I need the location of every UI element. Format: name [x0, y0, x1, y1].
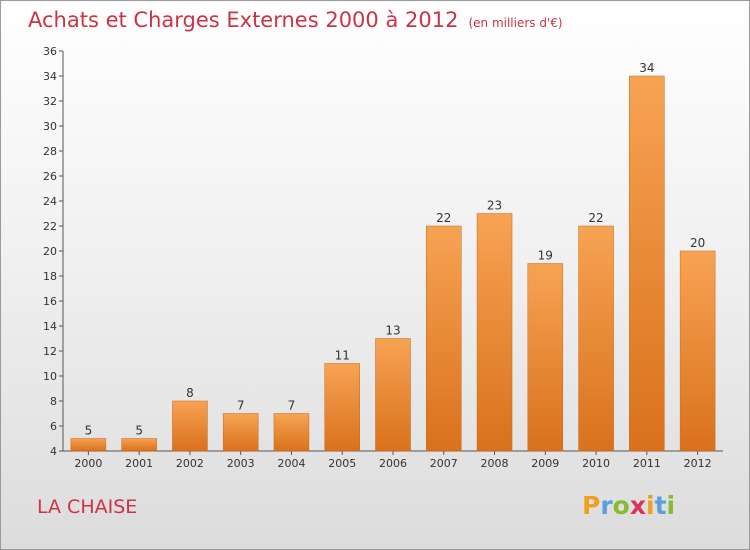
bar-2012 — [679, 250, 716, 452]
y-tick-label: 32 — [43, 95, 57, 108]
value-label-2012: 20 — [690, 236, 705, 250]
bar-2005 — [324, 363, 360, 452]
value-label-2001: 5 — [135, 424, 143, 438]
y-tick-label: 16 — [43, 295, 57, 308]
y-tick-label: 12 — [43, 345, 57, 358]
bar-2002 — [172, 400, 208, 452]
bar-2004 — [273, 413, 310, 452]
chart-bars: 5 5 8 7 7 11 13 22 23 19 22 34 20 — [70, 61, 716, 452]
chart-unit-label: (en milliers d'€) — [468, 16, 563, 30]
bar-2000 — [70, 438, 107, 452]
x-tick-label-2001: 2001 — [125, 457, 153, 470]
x-tick-label-2007: 2007 — [430, 457, 458, 470]
logo-letter: x — [629, 491, 646, 520]
bar-2009 — [527, 263, 564, 452]
bar-2003 — [222, 413, 259, 452]
logo-letter: o — [612, 491, 630, 520]
chart-title-text: Achats et Charges Externes 2000 à 2012 — [28, 8, 459, 32]
value-label-2008: 23 — [487, 199, 502, 213]
y-tick-label: 8 — [50, 395, 57, 408]
value-label-2000: 5 — [85, 424, 93, 438]
proxiti-logo: Proxiti — [582, 491, 675, 520]
value-label-2007: 22 — [436, 211, 451, 225]
bar-2010 — [578, 225, 614, 452]
y-tick-label: 6 — [50, 420, 57, 433]
x-tick-label-2003: 2003 — [227, 457, 255, 470]
bar-2011 — [629, 75, 665, 452]
x-tick-label-2011: 2011 — [633, 457, 661, 470]
logo-letter: i — [646, 491, 655, 520]
x-tick-label-2009: 2009 — [531, 457, 559, 470]
y-tick-label: 22 — [43, 220, 57, 233]
y-tick-label: 18 — [43, 270, 57, 283]
bar-2008 — [476, 213, 513, 452]
x-tick-label-2010: 2010 — [582, 457, 610, 470]
y-tick-label: 26 — [43, 170, 57, 183]
x-tick-label-2012: 2012 — [684, 457, 712, 470]
logo-letter: i — [666, 491, 676, 520]
y-tick-label: 30 — [43, 120, 57, 133]
y-tick-label: 20 — [43, 245, 57, 258]
logo-letter: P — [582, 491, 601, 520]
x-tick-label-2005: 2005 — [328, 457, 356, 470]
x-tick-label-2004: 2004 — [277, 457, 305, 470]
value-label-2004: 7 — [288, 399, 296, 413]
value-label-2003: 7 — [237, 399, 245, 413]
value-label-2005: 11 — [335, 349, 350, 363]
logo-letter: t — [654, 491, 667, 520]
y-tick-label: 36 — [43, 45, 57, 58]
x-tick-label-2006: 2006 — [379, 457, 407, 470]
y-tick-label: 10 — [43, 370, 57, 383]
value-label-2010: 22 — [588, 211, 603, 225]
y-tick-label: 34 — [43, 70, 57, 83]
y-tick-label: 24 — [43, 195, 57, 208]
bar-2007 — [426, 225, 462, 452]
bar-2006 — [375, 338, 411, 452]
y-tick-label: 28 — [43, 145, 57, 158]
bar-2001 — [121, 438, 157, 452]
x-tick-label-2002: 2002 — [176, 457, 204, 470]
y-tick-label: 14 — [43, 320, 57, 333]
value-label-2006: 13 — [385, 324, 400, 338]
chart-title: Achats et Charges Externes 2000 à 2012 (e… — [28, 8, 563, 32]
value-label-2009: 19 — [538, 249, 553, 263]
value-label-2002: 8 — [186, 386, 194, 400]
x-tick-label-2000: 2000 — [74, 457, 102, 470]
y-tick-label: 4 — [50, 445, 57, 458]
value-label-2011: 34 — [639, 61, 654, 75]
chart-axes: 4 6 8 10 12 14 16 18 20 22 24 26 28 30 32 34 36 2000 2001 2… — [43, 45, 723, 470]
city-name: LA CHAISE — [37, 496, 138, 518]
logo-letter: r — [600, 491, 613, 520]
x-tick-label-2008: 2008 — [481, 457, 509, 470]
